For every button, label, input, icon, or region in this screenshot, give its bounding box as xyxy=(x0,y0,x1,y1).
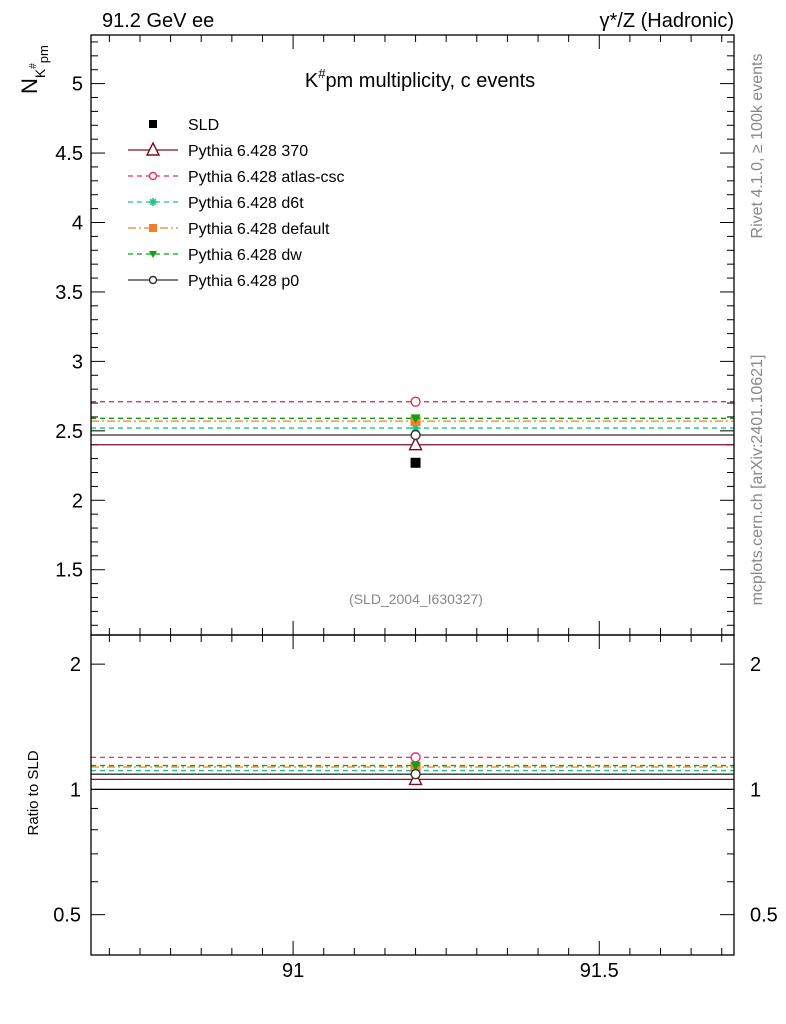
legend-marker xyxy=(149,224,157,232)
y-tick-label: 2 xyxy=(72,490,83,512)
legend-label: Pythia 6.428 default xyxy=(188,221,330,238)
series-marker-1 xyxy=(408,436,423,451)
legend-marker xyxy=(149,120,157,128)
legend-label: SLD xyxy=(188,117,219,134)
legend-marker xyxy=(149,251,157,258)
ratio-y-tick-label-right: 2 xyxy=(750,654,761,676)
legend-label: Pythia 6.428 370 xyxy=(188,143,308,160)
y-axis-label-main: N xyxy=(17,78,42,94)
y-tick-label: 4.5 xyxy=(55,143,83,165)
svg-text:NK#pm: NK#pm xyxy=(17,45,51,94)
ratio-y-tick-label-right: 1 xyxy=(750,779,761,801)
series-marker-6 xyxy=(410,429,421,441)
mcplots-credit-text: mcplots.cern.ch [arXiv:2401.10621] xyxy=(749,355,766,606)
series-marker-5 xyxy=(410,414,421,424)
rivet-version-text: Rivet 4.1.0, ≥ 100k events xyxy=(749,54,766,239)
legend: SLD Pythia 6.428 370 Pythia 6.428 atlas-cs… xyxy=(128,117,345,290)
y-tick-label: 1.5 xyxy=(55,560,83,582)
process-label: γ*/Z (Hadronic) xyxy=(600,10,734,32)
ratio-marker-5 xyxy=(410,761,421,771)
ratio-y-tick-label: 2 xyxy=(70,654,81,676)
legend-label: Pythia 6.428 p0 xyxy=(188,273,299,290)
main-axis-ticks: 1.5 2 2.5 3 3.5 4 4.5 5 xyxy=(55,35,734,955)
ratio-axis-ticks: 91 91.5 0.5 0.5 1 1 2 2 xyxy=(53,654,778,982)
ratio-y-tick-label: 0.5 xyxy=(53,905,81,927)
x-tick-label: 91 xyxy=(282,960,304,982)
y-axis-label-subsup: # xyxy=(28,63,39,69)
legend-label: Pythia 6.428 atlas-csc xyxy=(188,169,345,186)
legend-marker xyxy=(148,171,158,181)
y-axis-label: NK#pm xyxy=(17,45,51,94)
y-tick-label: 3 xyxy=(72,351,83,373)
ratio-series-group xyxy=(91,752,734,786)
y-tick-label: 2.5 xyxy=(55,421,83,443)
x-tick-label: 91.5 xyxy=(580,960,619,982)
analysis-id: (SLD_2004_I630327) xyxy=(349,591,483,607)
plot-title: K#pm multiplicity, c events xyxy=(305,66,535,92)
data-marker-sld xyxy=(410,457,421,468)
ratio-plot-frame xyxy=(90,634,735,956)
plot-title-rest: pm multiplicity, c events xyxy=(325,70,535,92)
ratio-y-tick-label: 1 xyxy=(70,779,81,801)
legend-marker xyxy=(149,198,157,206)
ratio-y-tick-label-right: 0.5 xyxy=(750,905,778,927)
y-tick-label: 4 xyxy=(72,213,83,235)
y-tick-label: 3.5 xyxy=(55,282,83,304)
plot-title-sup: # xyxy=(318,66,326,81)
star-stroke xyxy=(149,198,157,206)
plot-title-main: K xyxy=(305,70,319,92)
y-axis-label-subsub: pm xyxy=(36,45,51,63)
ratio-marker-2 xyxy=(410,752,421,763)
ratio-marker-6 xyxy=(410,768,421,780)
legend-label: Pythia 6.428 d6t xyxy=(188,195,304,212)
y-tick-label: 5 xyxy=(72,74,83,96)
legend-label: Pythia 6.428 dw xyxy=(188,247,302,264)
main-series-group xyxy=(91,396,734,468)
series-marker-2 xyxy=(410,396,421,407)
energy-label: 91.2 GeV ee xyxy=(102,10,214,32)
legend-marker xyxy=(145,141,161,156)
ratio-y-axis-label: Ratio to SLD xyxy=(25,750,42,835)
legend-marker xyxy=(148,275,158,285)
y-axis-label-sub: K xyxy=(32,68,48,78)
